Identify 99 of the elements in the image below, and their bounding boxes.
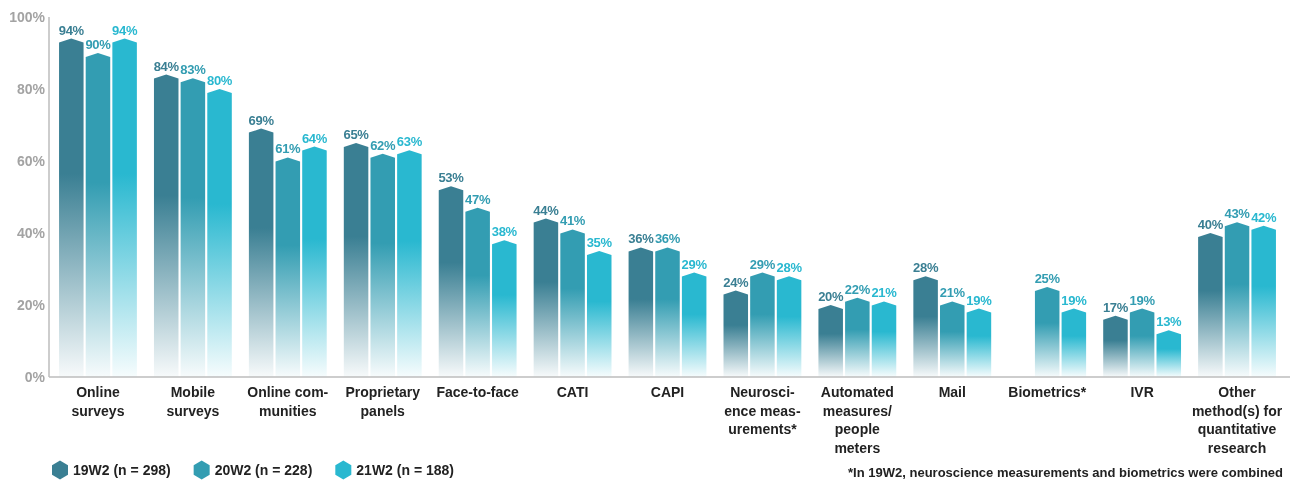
bar [343,143,369,377]
data-label: 21% [939,285,966,301]
bar [248,128,274,377]
x-tick-label: Proprietary panels [345,384,421,419]
bar [180,78,206,377]
x-tick-label: Mail [938,384,966,400]
bar [818,305,843,377]
x-tick-label: Mobile surveys [166,384,220,419]
data-label: 28% [913,260,939,276]
data-label: 40% [1197,217,1224,232]
bar [1224,222,1250,377]
data-label: 84% [153,58,180,74]
bar [913,276,938,377]
bar [59,38,84,377]
legend-label: 20W2 (n = 228) [214,462,313,478]
data-label: 22% [844,281,871,297]
y-tick-label: 0% [24,368,46,385]
data-label: 62% [370,137,397,153]
bar [871,301,897,377]
data-label: 64% [301,130,328,146]
data-label: 41% [560,213,586,229]
data-label: 13% [1156,314,1183,330]
x-tick-label: Online com- munities [247,384,329,419]
bar [1251,225,1276,377]
bar [1034,287,1060,377]
bar [112,38,137,377]
x-tick-label: Automated measures/ people meters [820,384,894,456]
legend-label: 19W2 (n = 298) [73,462,171,478]
x-tick-label: Biometrics* [1008,384,1087,400]
data-label: 94% [112,22,138,38]
data-label: 29% [749,256,776,272]
y-tick-label: 100% [9,8,46,25]
data-label: 44% [533,202,560,218]
bar [438,186,464,377]
data-label: 36% [654,231,681,247]
bar [370,153,395,377]
bar [207,89,232,377]
data-label: 19% [966,292,993,308]
bar [533,218,559,377]
bar [275,157,301,377]
x-tick-label: Neurosci- ence meas- urements* [724,384,801,437]
legend-label: 21W2 (n = 188) [356,462,454,478]
bar [628,247,654,377]
bar [1156,330,1182,377]
bar [776,276,802,377]
y-tick-label: 40% [16,224,46,241]
data-label: 35% [586,235,613,250]
data-label: 17% [1102,299,1129,315]
x-tick-label: CATI [556,384,589,400]
bar [966,308,992,377]
y-tick-label: 20% [16,296,46,313]
x-tick-label: Other method(s) for quantitative research [1191,384,1283,456]
bar [153,74,179,377]
data-label: 20% [818,289,844,304]
bar [1198,233,1223,377]
data-label: 38% [491,224,518,240]
data-label: 19% [1061,292,1088,308]
data-label: 53% [438,170,465,186]
data-label: 47% [465,191,491,207]
bar [655,247,680,377]
data-label: 24% [723,274,750,290]
bar [1061,308,1087,377]
x-tick-label: IVR [1130,384,1154,400]
bar [465,207,490,377]
data-label: 90% [85,37,112,52]
bar [1103,315,1128,377]
bar [681,272,707,377]
y-tick-label: 60% [16,152,46,169]
x-tick-label: Online surveys [71,384,125,419]
bar [940,301,965,377]
bar [723,290,749,377]
bar [302,146,327,377]
data-label: 28% [776,260,803,276]
data-label: 83% [180,62,207,78]
data-label: 65% [343,127,370,142]
x-tick-label: Face-to-face [436,384,520,400]
data-label: 43% [1224,206,1251,222]
bar [750,272,775,377]
bar [397,150,422,377]
data-label: 42% [1251,209,1277,225]
y-tick-label: 80% [16,80,46,97]
data-label: 63% [396,134,423,150]
text: *In 19W2, neuroscience measurements and biometrics were combined [848,465,1284,480]
bar [560,229,585,377]
x-tick-label: CAPI [650,384,685,400]
bar [845,297,870,377]
bar [85,53,111,377]
data-label: 21% [871,285,898,301]
data-label: 69% [248,112,275,128]
bar [492,240,517,377]
data-label: 36% [628,231,655,247]
data-label: 80% [206,73,233,88]
bar [586,251,612,377]
data-label: 25% [1034,271,1061,286]
data-label: 94% [58,22,85,38]
data-label: 19% [1129,292,1156,308]
bar [1129,308,1155,377]
data-label: 29% [681,256,708,272]
data-label: 61% [275,141,302,157]
